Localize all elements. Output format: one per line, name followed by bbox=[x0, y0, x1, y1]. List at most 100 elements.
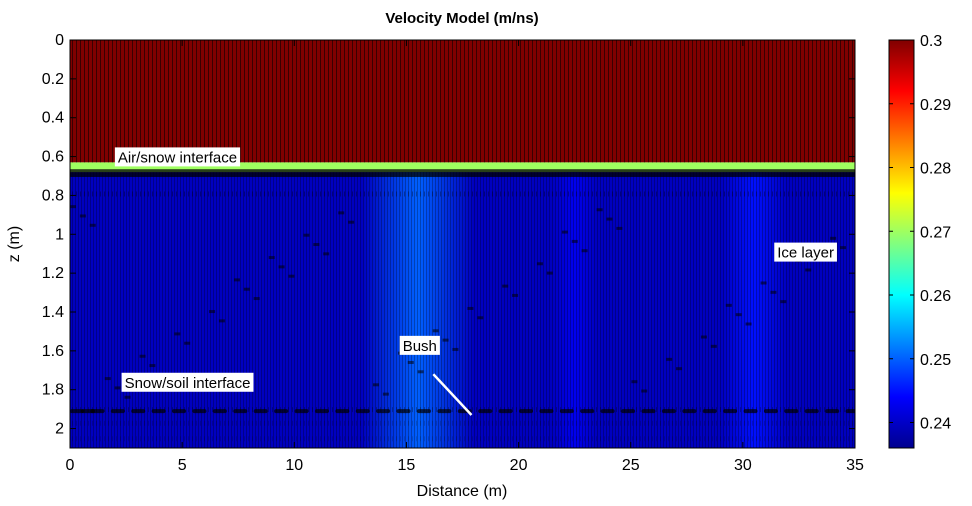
reflector-speck bbox=[711, 345, 717, 348]
reflector-speck bbox=[512, 294, 518, 297]
reflector-speck bbox=[631, 380, 637, 383]
soil-reflector bbox=[560, 409, 574, 413]
y-tick-label: 2 bbox=[55, 421, 64, 438]
reflector-speck bbox=[562, 231, 568, 234]
soil-reflector bbox=[682, 409, 696, 413]
x-tick-label: 0 bbox=[66, 457, 75, 474]
soil-reflector bbox=[805, 409, 819, 413]
soil-reflector bbox=[846, 409, 860, 413]
y-tick-label: 0 bbox=[55, 32, 64, 49]
colorbar-tick-label: 0.27 bbox=[920, 224, 951, 241]
y-tick-label: 0.8 bbox=[42, 187, 64, 204]
colorbar-tick-label: 0.3 bbox=[920, 33, 942, 50]
reflector-speck bbox=[105, 377, 111, 380]
reflector-speck bbox=[348, 221, 354, 224]
soil-reflector bbox=[131, 409, 145, 413]
soil-reflector bbox=[703, 409, 717, 413]
x-tick-label: 10 bbox=[285, 457, 303, 474]
soil-reflector bbox=[764, 409, 778, 413]
annotation: Ice layer bbox=[774, 243, 837, 262]
y-tick-label: 0.4 bbox=[42, 110, 64, 127]
y-tick-label: 1.2 bbox=[42, 265, 64, 282]
reflector-speck bbox=[726, 304, 732, 307]
soil-reflector bbox=[356, 409, 370, 413]
soil-reflector bbox=[825, 409, 839, 413]
reflector-speck bbox=[184, 342, 190, 345]
plot-area: Air/snow interface Ice layer Bush Snow/soil… bbox=[70, 40, 860, 448]
reflector-speck bbox=[443, 339, 449, 342]
soil-reflector bbox=[315, 409, 329, 413]
x-tick-label: 30 bbox=[734, 457, 752, 474]
soil-reflector bbox=[784, 409, 798, 413]
reflector-speck bbox=[452, 348, 458, 351]
reflector-row bbox=[70, 436, 855, 441]
y-tick-label: 1.6 bbox=[42, 343, 64, 360]
reflector-speck bbox=[288, 275, 294, 278]
annotation: Air/snow interface bbox=[115, 147, 240, 166]
reflector-speck bbox=[676, 367, 682, 370]
x-tick-label: 20 bbox=[510, 457, 528, 474]
reflector-speck bbox=[70, 205, 76, 208]
reflector-speck bbox=[408, 361, 414, 364]
reflector-speck bbox=[140, 355, 146, 358]
reflector-speck bbox=[477, 316, 483, 319]
colorbar-tick-label: 0.28 bbox=[920, 161, 951, 178]
y-tick-label: 1.8 bbox=[42, 382, 64, 399]
colorbar-tick-label: 0.24 bbox=[920, 416, 951, 433]
chart-title: Velocity Model (m/ns) bbox=[385, 10, 538, 27]
reflector-speck bbox=[174, 332, 180, 335]
soil-reflector bbox=[437, 409, 451, 413]
soil-reflector bbox=[335, 409, 349, 413]
colorbar-gradient bbox=[889, 40, 914, 448]
colorbar-tick-label: 0.29 bbox=[920, 97, 951, 114]
reflector-speck bbox=[313, 243, 319, 246]
reflector-speck bbox=[502, 285, 508, 288]
soil-reflector bbox=[172, 409, 186, 413]
reflector-speck bbox=[582, 249, 588, 252]
annotation-text: Air/snow interface bbox=[118, 149, 237, 166]
reflector-speck bbox=[547, 272, 553, 275]
reflector-speck bbox=[433, 329, 439, 332]
reflector-speck bbox=[572, 240, 578, 243]
y-tick-label: 0.2 bbox=[42, 71, 64, 88]
soil-reflector bbox=[417, 409, 431, 413]
x-axis-label: Distance (m) bbox=[417, 483, 508, 500]
soil-reflector bbox=[233, 409, 247, 413]
annotation: Bush bbox=[400, 336, 440, 355]
colorbar-tick-label: 0.26 bbox=[920, 288, 951, 305]
soil-reflector bbox=[152, 409, 166, 413]
reflector-speck bbox=[830, 237, 836, 240]
x-tick-label: 35 bbox=[846, 457, 864, 474]
reflector-speck bbox=[125, 396, 131, 399]
reflector-speck bbox=[761, 281, 767, 284]
soil-reflector bbox=[478, 409, 492, 413]
reflector-speck bbox=[269, 256, 275, 259]
soil-reflector bbox=[397, 409, 411, 413]
reflector-speck bbox=[90, 224, 96, 227]
soil-reflector bbox=[519, 409, 533, 413]
soil-reflector bbox=[580, 409, 594, 413]
soil-reflector bbox=[662, 409, 676, 413]
reflector-speck bbox=[219, 319, 225, 322]
soil-reflector bbox=[274, 409, 288, 413]
reflector-speck bbox=[279, 265, 285, 268]
reflector-speck bbox=[616, 227, 622, 230]
soil-reflector bbox=[295, 409, 309, 413]
interface-band bbox=[70, 169, 855, 177]
reflector-speck bbox=[338, 211, 344, 214]
reflector-speck bbox=[597, 208, 603, 211]
reflector-speck bbox=[537, 262, 543, 265]
soil-reflector bbox=[192, 409, 206, 413]
air-texture bbox=[70, 40, 855, 162]
reflector-speck bbox=[641, 390, 647, 393]
soil-reflector bbox=[499, 409, 513, 413]
soil-reflector bbox=[723, 409, 737, 413]
annotation-text: Bush bbox=[403, 338, 437, 355]
reflector-speck bbox=[418, 370, 424, 373]
reflector-speck bbox=[467, 307, 473, 310]
reflector-speck bbox=[115, 386, 121, 389]
reflector-speck bbox=[80, 214, 86, 217]
reflector-speck bbox=[770, 291, 776, 294]
